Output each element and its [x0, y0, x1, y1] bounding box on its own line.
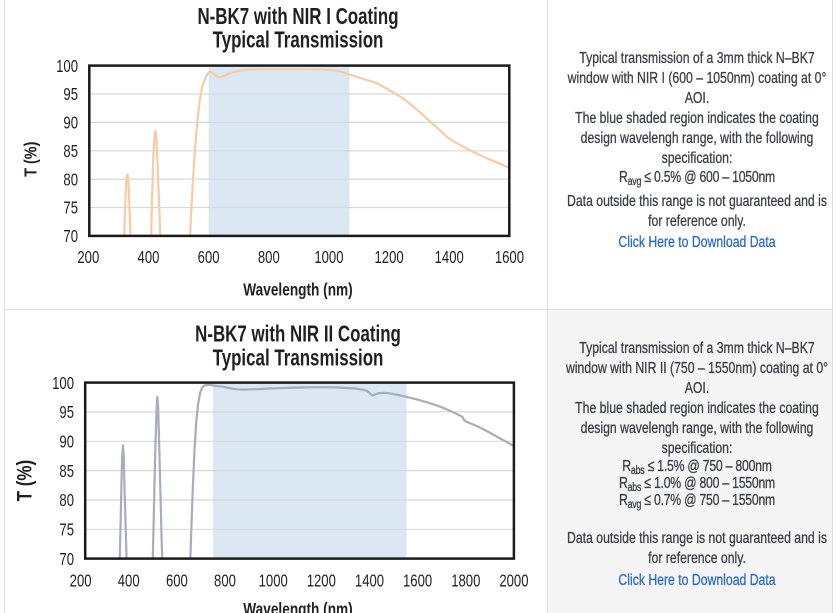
- svg-text:400: 400: [118, 572, 140, 591]
- svg-text:800: 800: [214, 572, 236, 591]
- svg-text:1400: 1400: [435, 248, 464, 267]
- svg-text:200: 200: [70, 572, 92, 591]
- svg-text:1400: 1400: [355, 572, 384, 591]
- svg-text:1600: 1600: [403, 572, 432, 591]
- svg-text:200: 200: [77, 248, 99, 267]
- svg-text:1800: 1800: [451, 572, 480, 591]
- svg-text:75: 75: [59, 521, 74, 540]
- svg-text:85: 85: [59, 462, 74, 481]
- svg-text:85: 85: [63, 142, 78, 161]
- svg-text:600: 600: [166, 572, 188, 591]
- svg-text:Typical Transmission: Typical Transmission: [213, 345, 384, 371]
- svg-text:1200: 1200: [307, 572, 336, 591]
- svg-text:N-BK7 with NIR I Coating: N-BK7 with NIR I Coating: [197, 3, 398, 29]
- svg-text:400: 400: [138, 248, 160, 267]
- svg-text:95: 95: [63, 85, 78, 104]
- svg-text:800: 800: [258, 248, 280, 267]
- svg-text:1200: 1200: [375, 248, 404, 267]
- svg-text:75: 75: [63, 199, 78, 218]
- svg-text:1000: 1000: [259, 572, 288, 591]
- svg-text:T (%): T (%): [14, 460, 37, 502]
- svg-text:90: 90: [59, 433, 74, 452]
- svg-text:N-BK7 with NIR II Coating: N-BK7 with NIR II Coating: [195, 321, 401, 347]
- svg-text:T (%): T (%): [21, 142, 41, 177]
- svg-text:Typical Transmission: Typical Transmission: [213, 27, 384, 53]
- svg-text:95: 95: [59, 403, 74, 422]
- svg-text:600: 600: [198, 248, 220, 267]
- svg-text:70: 70: [59, 550, 74, 569]
- svg-text:1600: 1600: [495, 248, 524, 267]
- svg-text:100: 100: [52, 374, 74, 393]
- svg-text:70: 70: [63, 227, 78, 246]
- svg-text:80: 80: [59, 491, 74, 510]
- svg-text:Wavelength (nm): Wavelength (nm): [243, 601, 352, 613]
- svg-text:90: 90: [63, 114, 78, 133]
- svg-text:1000: 1000: [314, 248, 343, 267]
- svg-text:Wavelength (nm): Wavelength (nm): [243, 281, 352, 300]
- svg-text:80: 80: [63, 171, 78, 190]
- svg-text:100: 100: [56, 57, 78, 76]
- svg-text:2000: 2000: [499, 572, 528, 591]
